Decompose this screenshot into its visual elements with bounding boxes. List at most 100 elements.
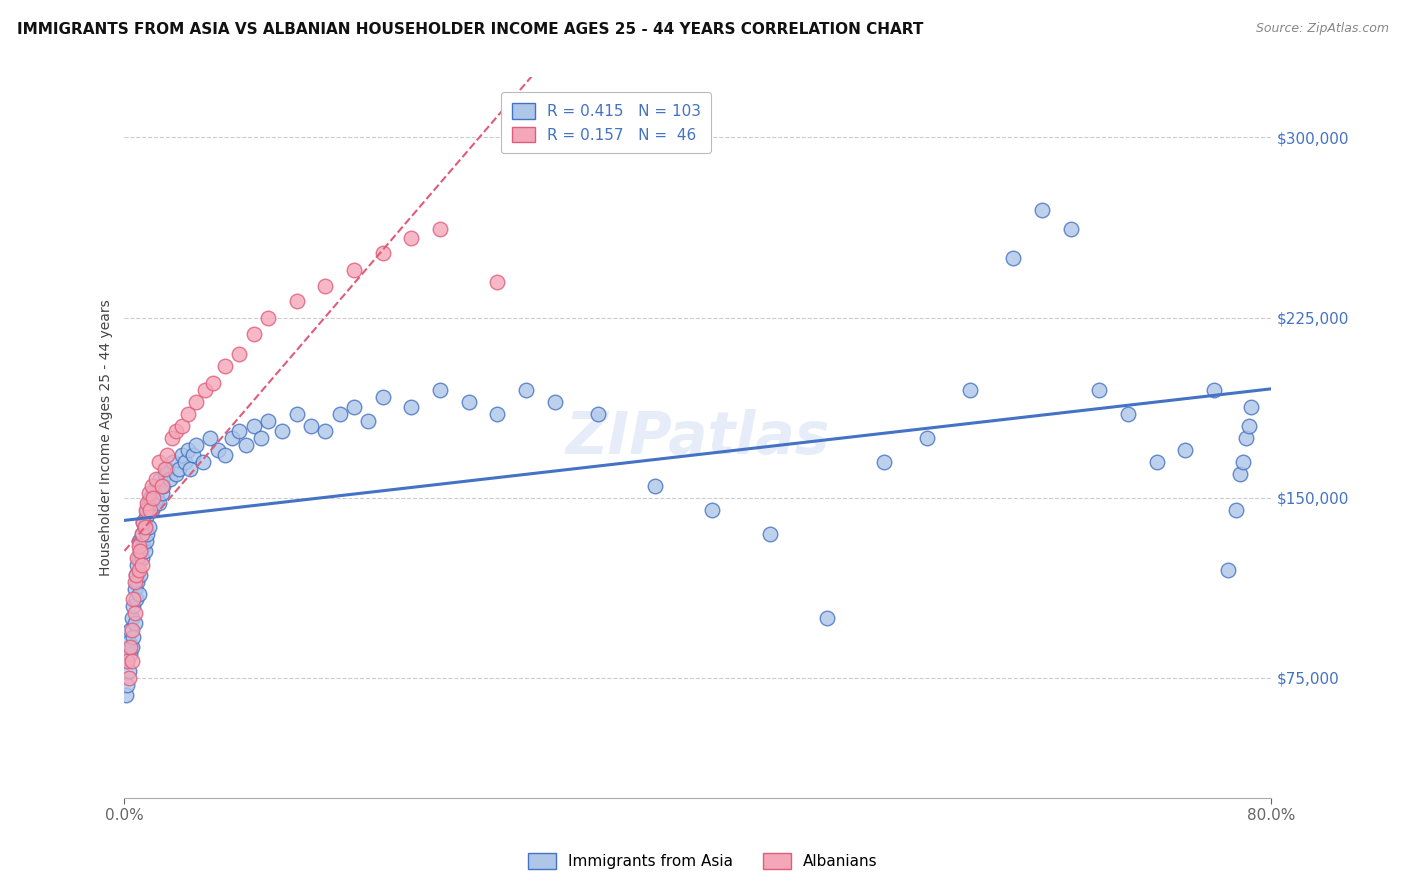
Point <box>136 495 159 509</box>
Point <box>145 479 167 493</box>
Point <box>127 574 149 589</box>
Point <box>314 279 336 293</box>
Point <box>1088 383 1111 397</box>
Point <box>142 486 165 500</box>
Point <box>328 407 350 421</box>
Point <box>1060 221 1083 235</box>
Point <box>543 394 565 409</box>
Point <box>117 678 139 692</box>
Point <box>132 515 155 529</box>
Point <box>138 519 160 533</box>
Point <box>221 431 243 445</box>
Point <box>124 615 146 630</box>
Point <box>170 448 193 462</box>
Point <box>152 479 174 493</box>
Point <box>515 383 537 397</box>
Point <box>128 534 150 549</box>
Point <box>134 519 156 533</box>
Text: IMMIGRANTS FROM ASIA VS ALBANIAN HOUSEHOLDER INCOME AGES 25 - 44 YEARS CORRELATI: IMMIGRANTS FROM ASIA VS ALBANIAN HOUSEHO… <box>17 22 924 37</box>
Point <box>150 486 173 500</box>
Point <box>143 495 166 509</box>
Point <box>399 231 422 245</box>
Point <box>138 486 160 500</box>
Point <box>917 431 939 445</box>
Point <box>235 438 257 452</box>
Point <box>162 455 184 469</box>
Point <box>148 495 170 509</box>
Point <box>115 688 138 702</box>
Point <box>1240 400 1263 414</box>
Point <box>118 635 141 649</box>
Point <box>132 515 155 529</box>
Y-axis label: Householder Income Ages 25 - 44 years: Householder Income Ages 25 - 44 years <box>100 300 114 576</box>
Point <box>214 359 236 373</box>
Point <box>242 418 264 433</box>
Point <box>127 550 149 565</box>
Legend: Immigrants from Asia, Albanians: Immigrants from Asia, Albanians <box>522 847 884 875</box>
Point <box>1002 251 1025 265</box>
Point <box>959 383 981 397</box>
Point <box>1146 455 1168 469</box>
Point <box>371 390 394 404</box>
Point <box>186 438 208 452</box>
Point <box>122 591 145 606</box>
Point <box>202 376 225 390</box>
Point <box>285 293 308 308</box>
Point <box>146 491 169 505</box>
Point <box>873 455 896 469</box>
Point <box>132 539 155 553</box>
Point <box>125 567 148 582</box>
Point <box>1174 442 1197 457</box>
Point <box>586 407 609 421</box>
Point <box>122 599 145 613</box>
Point <box>176 442 198 457</box>
Point <box>1232 455 1254 469</box>
Point <box>125 567 148 582</box>
Point <box>134 543 156 558</box>
Point <box>214 448 236 462</box>
Point <box>121 623 143 637</box>
Point <box>176 407 198 421</box>
Point <box>186 394 208 409</box>
Point <box>136 526 159 541</box>
Point <box>228 424 250 438</box>
Point <box>148 455 170 469</box>
Point <box>228 347 250 361</box>
Point <box>128 550 150 565</box>
Point <box>124 582 146 596</box>
Text: Source: ZipAtlas.com: Source: ZipAtlas.com <box>1256 22 1389 36</box>
Point <box>815 611 838 625</box>
Point <box>193 455 215 469</box>
Point <box>399 400 422 414</box>
Point <box>131 526 153 541</box>
Point <box>131 550 153 565</box>
Point <box>120 623 142 637</box>
Point <box>134 519 156 533</box>
Point <box>181 448 204 462</box>
Point <box>138 495 160 509</box>
Point <box>153 462 176 476</box>
Point <box>1229 467 1251 481</box>
Point <box>1031 202 1053 217</box>
Point <box>128 539 150 553</box>
Point <box>242 327 264 342</box>
Point <box>457 394 479 409</box>
Point <box>1225 503 1247 517</box>
Point <box>118 671 141 685</box>
Point <box>122 630 145 644</box>
Point <box>135 534 157 549</box>
Point <box>343 400 366 414</box>
Point <box>1116 407 1139 421</box>
Point <box>357 414 380 428</box>
Point <box>207 442 229 457</box>
Point <box>429 221 451 235</box>
Point <box>758 526 780 541</box>
Point <box>257 414 280 428</box>
Point <box>120 647 142 661</box>
Point <box>127 558 149 572</box>
Point <box>117 654 139 668</box>
Point <box>156 448 179 462</box>
Point <box>142 491 165 505</box>
Point <box>249 431 271 445</box>
Point <box>173 455 195 469</box>
